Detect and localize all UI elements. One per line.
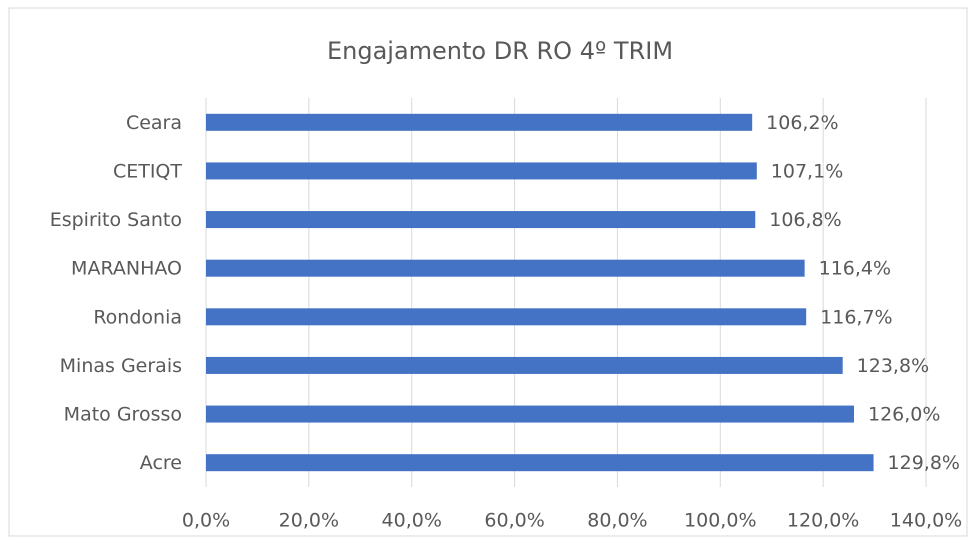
data-label: 106,2% xyxy=(766,112,838,134)
data-label: 107,1% xyxy=(771,160,843,182)
bar xyxy=(206,113,753,131)
x-tick-label: 40,0% xyxy=(382,510,442,532)
data-label: 116,7% xyxy=(820,306,892,328)
x-tick-label: 60,0% xyxy=(484,510,544,532)
y-tick-label: Minas Gerais xyxy=(60,355,182,377)
data-label: 123,8% xyxy=(857,355,929,377)
bar xyxy=(206,454,874,472)
y-tick-label: MARANHAO xyxy=(71,258,182,280)
bar xyxy=(206,356,843,374)
bar xyxy=(206,308,807,326)
y-tick-label: Rondonia xyxy=(93,306,182,328)
y-tick-label: Espirito Santo xyxy=(50,209,182,231)
x-tick-label: 120,0% xyxy=(787,510,859,532)
y-tick-label: Acre xyxy=(140,452,182,474)
bar xyxy=(206,405,854,423)
x-tick-label: 100,0% xyxy=(684,510,756,532)
bar xyxy=(206,211,756,229)
bar xyxy=(206,259,805,277)
x-tick-label: 0,0% xyxy=(182,510,230,532)
y-tick-label: CETIQT xyxy=(113,160,182,182)
x-tick-label: 20,0% xyxy=(279,510,339,532)
y-tick-label: Ceara xyxy=(126,112,182,134)
data-label: 116,4% xyxy=(819,258,891,280)
chart-title: Engajamento DR RO 4º TRIM xyxy=(327,37,673,65)
bar xyxy=(206,162,757,180)
data-label: 126,0% xyxy=(868,404,940,426)
data-label: 129,8% xyxy=(888,452,960,474)
x-tick-label: 140,0% xyxy=(890,510,962,532)
x-tick-label: 80,0% xyxy=(587,510,647,532)
data-label: 106,8% xyxy=(769,209,841,231)
y-tick-label: Mato Grosso xyxy=(64,404,182,426)
